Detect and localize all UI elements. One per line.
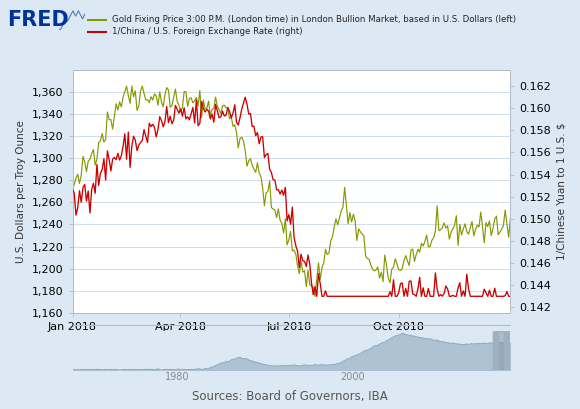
Bar — [504, 333, 509, 370]
Bar — [493, 331, 510, 370]
Text: 1/China / U.S. Foreign Exchange Rate (right): 1/China / U.S. Foreign Exchange Rate (ri… — [112, 27, 302, 36]
Y-axis label: 1/Chinese Yuan to 1 U.S. $: 1/Chinese Yuan to 1 U.S. $ — [557, 122, 567, 260]
Text: Gold Fixing Price 3:00 P.M. (London time) in London Bullion Market, based in U.S: Gold Fixing Price 3:00 P.M. (London time… — [112, 15, 516, 24]
Text: Sources: Board of Governors, IBA: Sources: Board of Governors, IBA — [192, 390, 388, 403]
Y-axis label: U.S. Dollars per Troy Ounce: U.S. Dollars per Troy Ounce — [16, 120, 26, 263]
Text: FRED: FRED — [7, 10, 68, 30]
Bar — [493, 333, 498, 370]
